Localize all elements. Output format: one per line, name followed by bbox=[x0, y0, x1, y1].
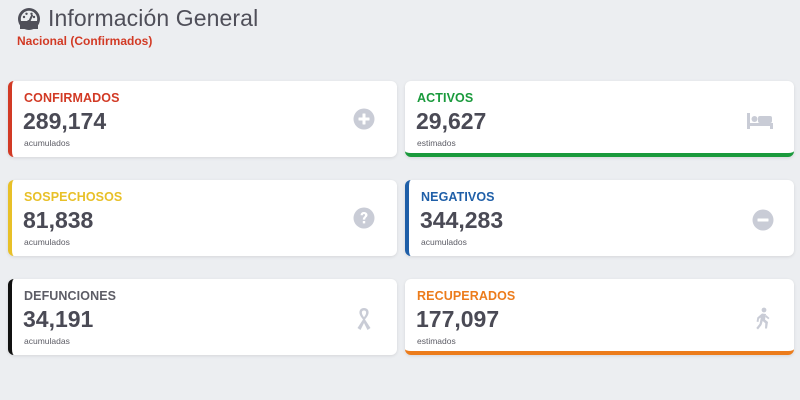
card-note: acumulados bbox=[24, 138, 70, 148]
card-defunciones: DEFUNCIONES 34,191 acumuladas bbox=[8, 279, 397, 355]
card-note: acumulados bbox=[421, 237, 467, 247]
card-confirmados: CONFIRMADOS 289,174 acumulados bbox=[8, 81, 397, 157]
card-note: estimados bbox=[417, 138, 456, 148]
card-note: acumulados bbox=[24, 237, 70, 247]
page-header: Información General Nacional (Confirmado… bbox=[17, 5, 258, 48]
minus-circle-icon bbox=[752, 209, 774, 231]
ribbon-icon bbox=[357, 308, 371, 330]
bed-icon bbox=[747, 113, 773, 129]
card-label: DEFUNCIONES bbox=[24, 289, 117, 303]
card-value: 29,627 bbox=[416, 108, 487, 134]
card-activos: ACTIVOS 29,627 estimados bbox=[405, 81, 794, 157]
page-subtitle: Nacional (Confirmados) bbox=[17, 34, 153, 48]
card-value: 34,191 bbox=[23, 306, 94, 332]
card-value: 289,174 bbox=[23, 108, 107, 134]
card-label: SOSPECHOSOS bbox=[24, 190, 123, 204]
card-recuperados: RECUPERADOS 177,097 estimados bbox=[405, 279, 794, 355]
card-value: 81,838 bbox=[23, 207, 94, 233]
card-note: estimados bbox=[417, 336, 456, 346]
card-value: 177,097 bbox=[416, 306, 500, 332]
gauge-icon bbox=[18, 7, 40, 30]
card-label: ACTIVOS bbox=[417, 91, 474, 105]
card-label: NEGATIVOS bbox=[421, 190, 495, 204]
plus-circle-icon bbox=[353, 108, 375, 130]
walking-person-icon bbox=[756, 307, 770, 330]
card-label: CONFIRMADOS bbox=[24, 91, 120, 105]
card-value: 344,283 bbox=[420, 207, 504, 233]
question-circle-icon bbox=[353, 207, 375, 229]
card-note: acumuladas bbox=[24, 336, 70, 346]
page-title: Información General bbox=[48, 5, 259, 31]
card-label: RECUPERADOS bbox=[417, 289, 516, 303]
card-negativos: NEGATIVOS 344,283 acumulados bbox=[405, 180, 794, 256]
title-row: Información General bbox=[17, 5, 258, 32]
card-sospechosos: SOSPECHOSOS 81,838 acumulados bbox=[8, 180, 397, 256]
